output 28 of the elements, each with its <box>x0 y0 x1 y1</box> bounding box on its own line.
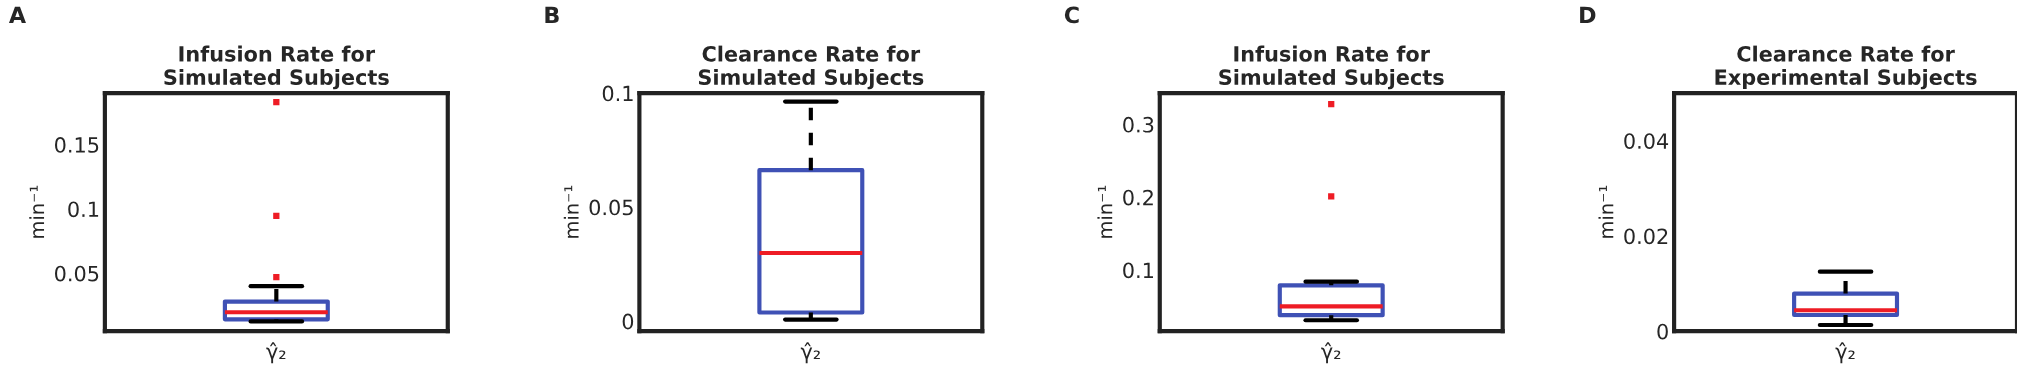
y-tick-label: 0.05 <box>589 199 633 216</box>
chart-title: Infusion Rate for Simulated Subjects <box>1219 45 1444 90</box>
chart-title: Clearance Rate for Experimental Subjects <box>1715 45 1977 90</box>
text: D <box>1580 6 1596 24</box>
x-tick-label: γ̂₂ <box>266 342 286 364</box>
text: C <box>1064 6 1079 24</box>
y-tick-label: 0.05 <box>55 265 99 282</box>
y-tick-label: 0.2 <box>1123 189 1153 206</box>
chart-title: Clearance Rate for Simulated Subjects <box>698 45 924 90</box>
y-tick-label: 0 <box>1657 323 1668 340</box>
y-tick-label: 0.3 <box>1123 116 1154 133</box>
x-tick-label: γ̂₂ <box>800 342 820 364</box>
text: B <box>545 6 559 24</box>
y-tick-label: 0.02 <box>1624 228 1668 245</box>
y-tick-label: 0 <box>622 313 634 330</box>
y-axis-title: min⁻¹ <box>1097 185 1113 238</box>
text: A <box>8 6 26 24</box>
y-tick-label: 0.1 <box>1123 262 1153 279</box>
y-axis-title: min⁻¹ <box>563 185 579 238</box>
chart-title: Infusion Rate for Simulated Subjects <box>164 45 389 90</box>
y-tick-label: 0.1 <box>602 85 633 102</box>
y-axis-title: min⁻¹ <box>29 185 45 238</box>
y-tick-label: 0.1 <box>68 201 99 218</box>
y-tick-label: 0.15 <box>55 137 99 153</box>
y-axis-title: min⁻¹ <box>1598 185 1614 238</box>
x-tick-label: γ̂₂ <box>1321 342 1341 364</box>
y-tick-label: 0.04 <box>1624 133 1669 149</box>
x-tick-label: γ̂₂ <box>1835 342 1855 364</box>
